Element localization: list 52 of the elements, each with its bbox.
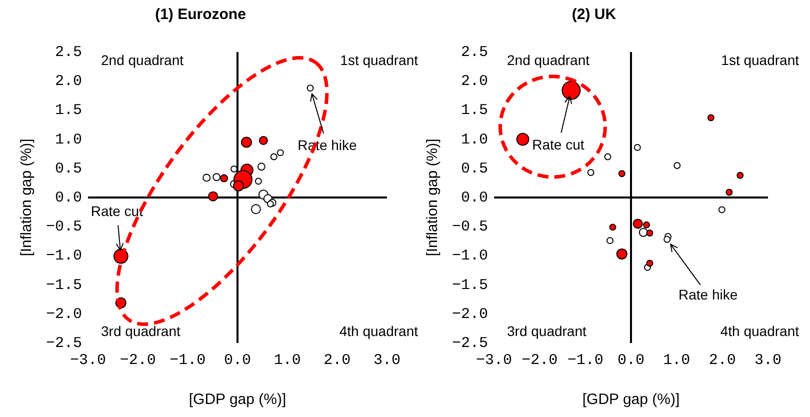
- y-tick-label: 0.5: [54, 160, 82, 178]
- annotation: 3rd quadrant: [101, 322, 181, 339]
- y-tick-label: −0.5: [452, 218, 488, 236]
- annotation: 1st quadrant: [721, 52, 800, 68]
- y-tick-label: −1.5: [46, 276, 82, 294]
- y-tick-label: −1.0: [46, 248, 82, 265]
- y-tick-label: 2.0: [460, 73, 488, 90]
- annotation: 1st quadrant: [340, 52, 418, 68]
- x-tick-label: 0.0: [617, 352, 645, 369]
- x-tick-label: −1.0: [170, 352, 206, 369]
- y-tick-label: 2.0: [54, 73, 82, 90]
- y-tick-label: 2.5: [54, 44, 82, 61]
- y-tick-label: −2.5: [46, 334, 82, 352]
- annotation: 2nd quadrant: [507, 52, 590, 68]
- y-tick-label: 0.0: [460, 189, 488, 206]
- x-tick-label: −2.0: [522, 352, 558, 369]
- y-tick-label: 2.5: [460, 44, 488, 61]
- annotation: Rate cut: [532, 136, 584, 152]
- y-tick-label: −0.5: [46, 218, 82, 236]
- annotation: 3rd quadrant: [507, 322, 587, 339]
- x-tick-label: 0.0: [224, 352, 252, 369]
- y-tick-label: −2.0: [452, 306, 488, 323]
- y-tick-label: 0.0: [54, 189, 82, 206]
- x-tick-label: 3.0: [754, 352, 782, 369]
- x-tick-label: −3.0: [476, 352, 512, 369]
- y-tick-label: −2.5: [452, 334, 488, 352]
- x-tick-label: −3.0: [70, 352, 106, 369]
- x-tick-label: 2.0: [708, 352, 736, 369]
- y-tick-label: 0.5: [460, 160, 488, 178]
- chart-title: (2) UK: [572, 6, 616, 24]
- y-tick-label: 1.5: [54, 102, 82, 120]
- x-tick-label: −1.0: [567, 352, 604, 369]
- x-tick-label: 3.0: [373, 352, 401, 369]
- y-tick-label: 1.0: [54, 131, 82, 148]
- x-tick-label: 1.0: [663, 352, 690, 369]
- annotation: 2nd quadrant: [101, 52, 184, 68]
- y-tick-label: 1.5: [460, 102, 488, 120]
- annotation: 4th quadrant: [720, 322, 800, 339]
- x-tick-label: −2.0: [120, 352, 156, 369]
- y-tick-label: 1.0: [460, 131, 488, 148]
- x-axis-title: [GDP gap (%)]: [582, 391, 680, 408]
- annotation: 4th quadrant: [339, 322, 418, 339]
- y-tick-label: −1.0: [452, 248, 488, 265]
- x-axis-title: [GDP gap (%)]: [188, 391, 286, 408]
- y-axis-title: [Inflation gap (%)]: [424, 138, 442, 256]
- x-tick-label: 1.0: [274, 352, 301, 369]
- chart-title: (1) Eurozone: [155, 6, 246, 24]
- x-tick-label: 2.0: [324, 352, 351, 369]
- y-axis-title: [Inflation gap (%)]: [18, 138, 36, 256]
- annotation: Rate hike: [678, 286, 738, 302]
- y-tick-label: −1.5: [452, 276, 488, 294]
- y-tick-label: −2.0: [46, 306, 82, 323]
